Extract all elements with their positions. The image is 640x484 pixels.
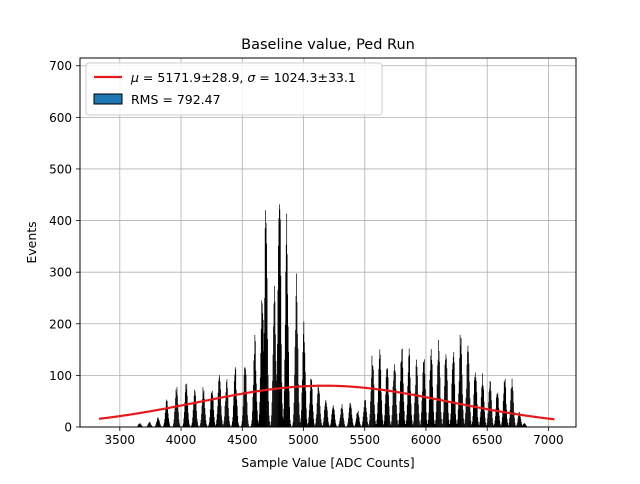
legend-mu-symbol: μ	[130, 70, 139, 85]
y-tick-label: 500	[49, 162, 72, 176]
y-tick-label: 300	[49, 266, 72, 280]
legend-fit-sigma-text: = 1024.3±33.1	[255, 70, 355, 85]
x-tick-label: 6500	[472, 433, 503, 447]
x-tick-label: 3500	[105, 433, 136, 447]
y-tick-label: 600	[49, 111, 72, 125]
x-tick-label: 5500	[349, 433, 380, 447]
y-tick-label: 0	[64, 421, 72, 435]
x-axis-label: Sample Value [ADC Counts]	[241, 455, 414, 470]
legend-rms-patch-swatch	[94, 94, 122, 104]
legend-fit-label: μ = 5171.9±28.9, σ = 1024.3±33.1	[130, 70, 356, 85]
chart-title: Baseline value, Ped Run	[241, 37, 415, 53]
y-tick-label: 100	[49, 369, 72, 383]
x-tick-label: 6000	[411, 433, 442, 447]
y-tick-label: 200	[49, 317, 72, 331]
legend-rms-label: RMS = 792.47	[131, 92, 221, 107]
y-tick-label: 400	[49, 214, 72, 228]
x-tick-label: 4500	[227, 433, 258, 447]
y-axis-label: Events	[24, 221, 39, 263]
legend-fit-mu-text: = 5171.9±28.9,	[139, 70, 247, 85]
legend: μ = 5171.9±28.9, σ = 1024.3±33.1 RMS = 7…	[86, 63, 382, 115]
x-tick-label: 7000	[533, 433, 564, 447]
x-tick-label: 5000	[288, 433, 319, 447]
x-tick-label: 4000	[166, 433, 197, 447]
y-tick-label: 700	[49, 59, 72, 73]
